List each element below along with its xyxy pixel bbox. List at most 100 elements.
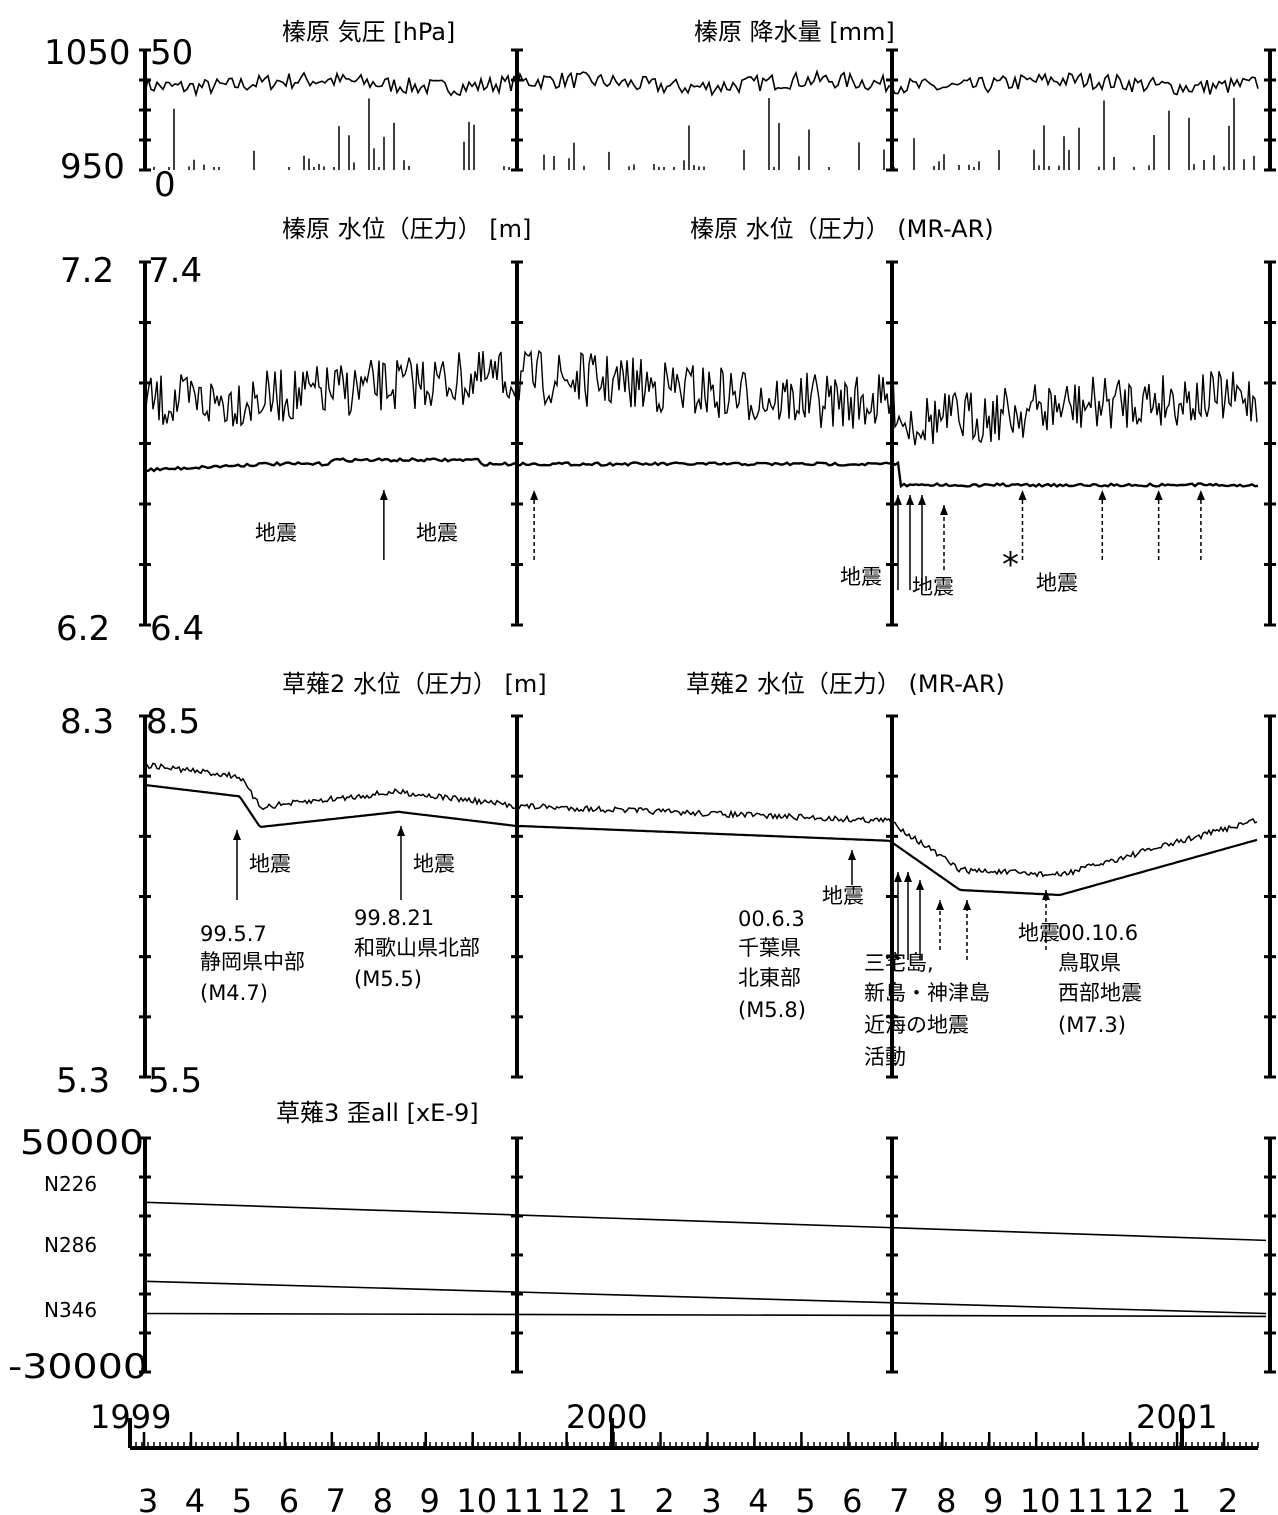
p3-ann5-date: 00.10.6: [1058, 921, 1138, 945]
p2-arrow-head: [940, 505, 948, 515]
p2-arrow-head: [906, 495, 914, 505]
p1-y-top-inner: 50: [150, 33, 193, 73]
p3-arrow-head: [936, 900, 944, 910]
month-label: 10: [456, 1482, 497, 1515]
month-label: 6: [279, 1482, 299, 1515]
p4-y-n226: N226: [44, 1172, 97, 1196]
p3-arrow-head: [397, 826, 405, 836]
p1-y-bottom-outer: 950: [60, 147, 125, 187]
p3-arrow-head: [904, 872, 912, 882]
p3-ann5-mag: (M7.3): [1058, 1013, 1126, 1037]
year-label-1999: 1999: [90, 1398, 171, 1436]
p2-raw-line: [144, 349, 1258, 446]
p3-arrow-head: [848, 850, 856, 860]
p1-title-left: 榛原 気圧 [hPa]: [282, 18, 455, 46]
p1-y-bottom-inner: 0: [154, 165, 176, 205]
p3-y-top-inner: 8.5: [146, 702, 200, 742]
p3-arrow-head: [894, 872, 902, 882]
month-label: 8: [373, 1482, 393, 1515]
month-label: 3: [701, 1482, 721, 1515]
month-label: 3: [138, 1482, 158, 1515]
p3-ann1-place: 静岡県中部: [200, 950, 305, 974]
p3-arrow-head: [233, 830, 241, 840]
p3-ann2-mag: (M5.5): [354, 967, 422, 991]
p3-ann4-place3: 近海の地震: [864, 1013, 969, 1037]
p3-ann5-label: 地震: [1018, 921, 1060, 945]
p3-ann2-label: 地震: [413, 852, 455, 876]
month-label: 2: [1218, 1482, 1238, 1515]
p2-title-left: 榛原 水位（圧力） [m]: [282, 215, 531, 243]
p3-ann2-date: 99.8.21: [354, 906, 434, 930]
month-label: 7: [326, 1482, 346, 1515]
p3-ann5-place2: 西部地震: [1058, 981, 1142, 1005]
p2-title-right: 榛原 水位（圧力） (MR-AR): [690, 215, 994, 243]
p2-arrow-head: [530, 490, 539, 500]
p2-arrow-head: [918, 495, 926, 505]
p2-ann-quake-3: 地震: [840, 565, 882, 589]
p3-ann2-place: 和歌山県北部: [354, 936, 480, 960]
p4-title: 草薙3 歪all [xE-9]: [276, 1099, 479, 1127]
p4-strain-line-N346: [144, 1312, 1267, 1318]
p3-arrow-head: [1042, 890, 1050, 900]
p3-ann5-place: 鳥取県: [1058, 951, 1121, 975]
month-label: 8: [936, 1482, 956, 1515]
p3-y-top-outer: 8.3: [60, 702, 114, 742]
p1-y-top-outer: 1050: [44, 33, 131, 73]
p2-arrow-head: [1018, 490, 1027, 500]
p3-raw-line: [144, 762, 1258, 878]
p1-pressure-line: [144, 69, 1259, 98]
p2-arrow-head: [1098, 490, 1107, 500]
p3-title-right: 草薙2 水位（圧力） (MR-AR): [686, 670, 1005, 698]
month-label: 1: [1171, 1482, 1191, 1515]
p2-ann-quake-5: 地震: [1036, 571, 1078, 595]
p4-y-top: 50000: [20, 1123, 144, 1163]
p4-y-n286: N286: [44, 1233, 97, 1257]
month-label: 12: [1114, 1482, 1155, 1515]
p3-y-bottom-inner: 5.5: [148, 1061, 202, 1101]
year-label-2001: 2001: [1136, 1398, 1217, 1436]
month-label: 11: [1067, 1482, 1108, 1515]
month-label: 11: [503, 1482, 544, 1515]
p3-ann1-label: 地震: [249, 852, 291, 876]
month-label: 6: [842, 1482, 862, 1515]
p3-title-left: 草薙2 水位（圧力） [m]: [282, 670, 547, 698]
panel-axes: [128, 48, 1276, 1450]
p2-arrow-head: [379, 490, 388, 500]
p3-ann3-mag: (M5.8): [738, 998, 806, 1022]
p3-ann4-place4: 活動: [864, 1045, 906, 1069]
p4-strain-line-N286: [144, 1280, 1267, 1315]
p2-arrow-head: [1196, 490, 1205, 500]
year-label-2000: 2000: [566, 1398, 647, 1436]
p3-ann4-place2: 新島・神津島: [864, 981, 990, 1005]
month-label: 5: [795, 1482, 815, 1515]
month-label: 5: [232, 1482, 252, 1515]
p2-arrow-head: [894, 495, 902, 505]
p2-ann-quake-4: 地震: [912, 575, 954, 599]
month-label: 1: [607, 1482, 627, 1515]
p3-ann1-date: 99.5.7: [200, 922, 267, 946]
p3-mr-line: [144, 783, 1258, 897]
p2-arrow-head: [1154, 490, 1163, 500]
p1-title-right: 榛原 降水量 [mm]: [694, 18, 895, 46]
month-label: 4: [748, 1482, 768, 1515]
p3-ann4-place: 三宅島,: [864, 951, 934, 975]
p3-ann3-place: 千葉県: [738, 936, 801, 960]
p2-y-top-inner: 7.4: [148, 251, 202, 291]
p3-ann3-label: 地震: [822, 884, 864, 908]
month-labels: 3 4 5 6 7 8 9 10 11 12 1 2 3 4 5 6 7 8 9 10 11 12 1 2: [138, 1482, 1238, 1515]
month-label: 9: [983, 1482, 1003, 1515]
month-label: 9: [420, 1482, 440, 1515]
p2-y-bottom-outer: 6.2: [56, 609, 110, 649]
p2-ann-star: *: [1002, 545, 1019, 585]
month-label: 10: [1020, 1482, 1061, 1515]
p3-y-bottom-outer: 5.3: [56, 1061, 110, 1101]
p4-y-n346: N346: [44, 1298, 97, 1322]
month-label: 2: [654, 1482, 674, 1515]
month-label: 7: [889, 1482, 909, 1515]
p3-arrow-head: [963, 900, 971, 910]
p2-ann-quake-1: 地震: [255, 521, 297, 545]
p3-ann3-date: 00.6.3: [738, 907, 805, 931]
p2-y-top-outer: 7.2: [60, 251, 114, 291]
data-curves: [144, 69, 1267, 1318]
